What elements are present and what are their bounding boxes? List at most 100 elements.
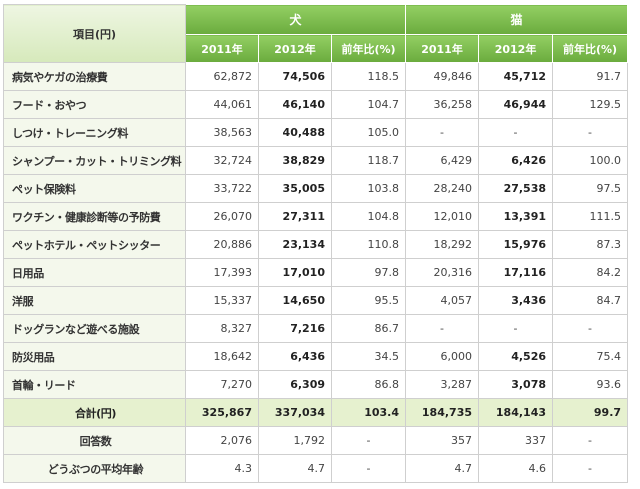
value-cell: - bbox=[405, 118, 480, 147]
value-cell: 40,488 bbox=[258, 118, 332, 147]
value-cell: - bbox=[478, 118, 554, 147]
row-label: シャンプー・カット・トリミング料 bbox=[3, 146, 186, 175]
table-row: 洋服 15,337 14,650 95.5 4,057 3,436 84.7 bbox=[3, 286, 629, 315]
value-cell: 6,000 bbox=[405, 342, 480, 371]
value-cell: 36,258 bbox=[405, 90, 480, 119]
value-cell: 118.7 bbox=[330, 146, 407, 175]
value-cell: 3,287 bbox=[405, 370, 480, 399]
value-cell: - bbox=[552, 314, 629, 343]
table-row: ペット保険料 33,722 35,005 103.8 28,240 27,538… bbox=[3, 174, 629, 203]
total-cell: 337,034 bbox=[258, 398, 332, 427]
row-label: 日用品 bbox=[3, 258, 186, 287]
row-label: 防災用品 bbox=[3, 342, 186, 371]
value-cell: 75.4 bbox=[552, 342, 629, 371]
value-cell: 46,140 bbox=[258, 90, 332, 119]
average-age-row: どうぶつの平均年齢 4.3 4.7 - 4.7 4.6 - bbox=[3, 454, 629, 483]
value-cell: 18,292 bbox=[405, 230, 480, 259]
total-cell: 103.4 bbox=[330, 398, 407, 427]
value-cell: 84.7 bbox=[552, 286, 629, 315]
row-label: ワクチン・健康診断等の予防費 bbox=[3, 202, 186, 231]
header-row-groups: 項目(円) 犬 猫 bbox=[3, 4, 629, 63]
total-cell: 184,143 bbox=[478, 398, 554, 427]
header-row-columns: 2011年 2012年 前年比(%) 2011年 2012年 前年比(%) bbox=[4, 34, 629, 63]
value-cell: 45,712 bbox=[478, 62, 554, 91]
value-cell: 4.7 bbox=[258, 454, 332, 483]
value-cell: 2,076 bbox=[185, 426, 259, 455]
value-cell: 357 bbox=[405, 426, 480, 455]
value-cell: 6,309 bbox=[258, 370, 332, 399]
value-cell: 33,722 bbox=[185, 174, 259, 203]
value-cell: 6,436 bbox=[258, 342, 332, 371]
value-cell: 84.2 bbox=[552, 258, 629, 287]
value-cell: 87.3 bbox=[552, 230, 629, 259]
value-cell: - bbox=[478, 314, 554, 343]
value-cell: 86.7 bbox=[330, 314, 407, 343]
value-cell: 27,538 bbox=[478, 174, 554, 203]
value-cell: 62,872 bbox=[185, 62, 259, 91]
respondents-row: 回答数 2,076 1,792 - 357 337 - bbox=[3, 426, 629, 455]
value-cell: 46,944 bbox=[478, 90, 554, 119]
table-row: 病気やケガの治療費 62,872 74,506 118.5 49,846 45,… bbox=[3, 62, 629, 91]
value-cell: 32,724 bbox=[185, 146, 259, 175]
value-cell: 3,078 bbox=[478, 370, 554, 399]
table-row: ドッグランなど遊べる施設 8,327 7,216 86.7 - - - bbox=[3, 314, 629, 343]
table-row: フード・おやつ 44,061 46,140 104.7 36,258 46,94… bbox=[3, 90, 629, 119]
value-cell: 38,563 bbox=[185, 118, 259, 147]
pet-expense-table: 項目(円) 犬 猫 2011年 2012年 前年比(%) 2011年 2012年… bbox=[3, 4, 629, 483]
value-cell: 4.3 bbox=[185, 454, 259, 483]
column-header-cat-ratio: 前年比(%) bbox=[552, 34, 629, 63]
value-cell: - bbox=[330, 454, 407, 483]
column-header-dog-2011: 2011年 bbox=[185, 34, 259, 63]
value-cell: 103.8 bbox=[330, 174, 407, 203]
value-cell: 38,829 bbox=[258, 146, 332, 175]
value-cell: - bbox=[330, 426, 407, 455]
value-cell: 7,216 bbox=[258, 314, 332, 343]
row-label: ドッグランなど遊べる施設 bbox=[3, 314, 186, 343]
value-cell: 26,070 bbox=[185, 202, 259, 231]
value-cell: 337 bbox=[478, 426, 554, 455]
group-header-cat: 猫 bbox=[405, 4, 629, 35]
value-cell: 23,134 bbox=[258, 230, 332, 259]
group-header-dog: 犬 bbox=[184, 4, 407, 35]
row-label: 洋服 bbox=[3, 286, 186, 315]
value-cell: 4,526 bbox=[478, 342, 554, 371]
value-cell: 8,327 bbox=[185, 314, 259, 343]
column-header-cat-2011: 2011年 bbox=[405, 34, 480, 63]
value-cell: 104.7 bbox=[330, 90, 407, 119]
total-cell: 99.7 bbox=[552, 398, 629, 427]
row-label: 病気やケガの治療費 bbox=[3, 62, 186, 91]
total-row: 合計(円) 325,867 337,034 103.4 184,735 184,… bbox=[3, 398, 629, 427]
row-label: しつけ・トレーニング料 bbox=[3, 118, 186, 147]
value-cell: 74,506 bbox=[258, 62, 332, 91]
item-header: 項目(円) bbox=[3, 4, 186, 63]
value-cell: 15,976 bbox=[478, 230, 554, 259]
value-cell: 118.5 bbox=[330, 62, 407, 91]
column-header-dog-2012: 2012年 bbox=[258, 34, 332, 63]
table-row: 防災用品 18,642 6,436 34.5 6,000 4,526 75.4 bbox=[3, 342, 629, 371]
value-cell: 13,391 bbox=[478, 202, 554, 231]
table-row: シャンプー・カット・トリミング料 32,724 38,829 118.7 6,4… bbox=[3, 146, 629, 175]
value-cell: 86.8 bbox=[330, 370, 407, 399]
value-cell: 4.6 bbox=[478, 454, 554, 483]
value-cell: 111.5 bbox=[552, 202, 629, 231]
value-cell: 17,393 bbox=[185, 258, 259, 287]
value-cell: 97.5 bbox=[552, 174, 629, 203]
value-cell: 93.6 bbox=[552, 370, 629, 399]
row-label: フード・おやつ bbox=[3, 90, 186, 119]
value-cell: 49,846 bbox=[405, 62, 480, 91]
value-cell: 20,886 bbox=[185, 230, 259, 259]
table-row: 日用品 17,393 17,010 97.8 20,316 17,116 84.… bbox=[3, 258, 629, 287]
value-cell: 34.5 bbox=[330, 342, 407, 371]
table-row: 首輪・リード 7,270 6,309 86.8 3,287 3,078 93.6 bbox=[3, 370, 629, 399]
table-row: ペットホテル・ペットシッター 20,886 23,134 110.8 18,29… bbox=[3, 230, 629, 259]
value-cell: 110.8 bbox=[330, 230, 407, 259]
average-age-label: どうぶつの平均年齢 bbox=[3, 454, 186, 483]
column-header-cat-2012: 2012年 bbox=[478, 34, 554, 63]
value-cell: 100.0 bbox=[552, 146, 629, 175]
value-cell: 6,429 bbox=[405, 146, 480, 175]
value-cell: 20,316 bbox=[405, 258, 480, 287]
value-cell: - bbox=[405, 314, 480, 343]
value-cell: 105.0 bbox=[330, 118, 407, 147]
value-cell: 14,650 bbox=[258, 286, 332, 315]
total-label: 合計(円) bbox=[3, 398, 186, 427]
